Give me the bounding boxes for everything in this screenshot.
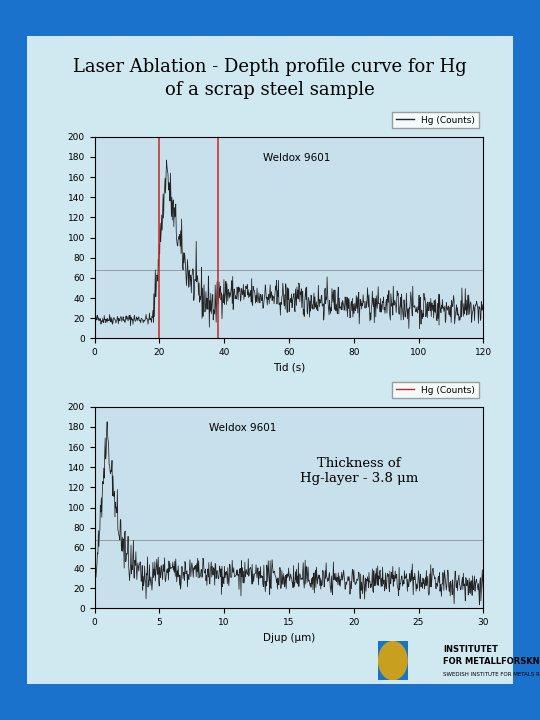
Text: Thickness of
Hg-layer - 3.8 μm: Thickness of Hg-layer - 3.8 μm [300,457,418,485]
Text: Weldox 9601: Weldox 9601 [208,423,276,433]
Legend: Hg (Counts): Hg (Counts) [393,382,479,398]
Text: Weldox 9601: Weldox 9601 [263,153,330,163]
Text: INSTITUTET
FOR METALLFORSKNING: INSTITUTET FOR METALLFORSKNING [443,645,540,665]
X-axis label: Djup (μm): Djup (μm) [263,633,315,643]
X-axis label: Tid (s): Tid (s) [273,363,305,373]
Text: Laser Ablation - Depth profile curve for Hg
of a scrap steel sample: Laser Ablation - Depth profile curve for… [73,58,467,99]
Circle shape [379,642,407,680]
Text: SWEDISH INSTITUTE FOR METALS RESEARCH: SWEDISH INSTITUTE FOR METALS RESEARCH [443,672,540,677]
Legend: Hg (Counts): Hg (Counts) [393,112,479,128]
